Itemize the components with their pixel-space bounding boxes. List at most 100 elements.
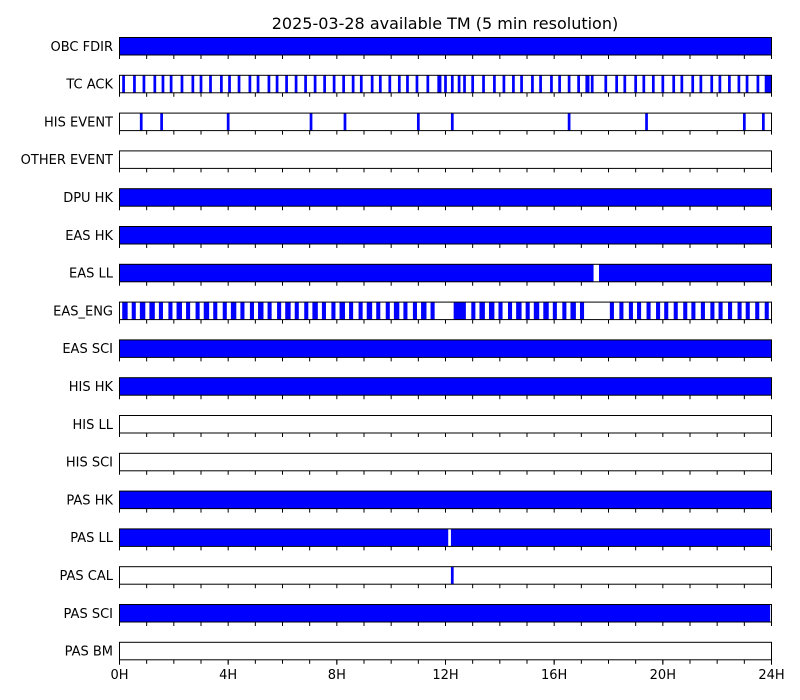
availability-segment [745, 75, 749, 93]
row-label: HIS LL [73, 418, 114, 433]
availability-segment [552, 302, 557, 320]
availability-segment [119, 226, 772, 244]
availability-segment [275, 75, 279, 93]
row-frame [119, 641, 772, 661]
timeline-row: HIS HK [69, 377, 772, 400]
availability-segment [349, 302, 354, 320]
availability-segment [507, 302, 513, 320]
availability-segment [304, 75, 307, 93]
availability-segment [488, 302, 495, 320]
row-frame [119, 112, 772, 132]
availability-segment [646, 302, 651, 320]
availability-segment [119, 604, 771, 622]
availability-segment [718, 302, 723, 320]
timeline-row: OBC FDIR [51, 37, 772, 59]
availability-segment [119, 339, 772, 358]
availability-segment [122, 75, 125, 93]
availability-segment [342, 75, 345, 93]
timeline-row: OTHER EVENT [21, 150, 772, 173]
timeline-row: PAS CAL [60, 566, 772, 589]
availability-segment [388, 75, 392, 93]
availability-segment [131, 302, 136, 320]
availability-segment [450, 528, 771, 547]
availability-segment [755, 302, 760, 320]
timeline-row: HIS SCI [66, 452, 772, 475]
availability-segment [426, 75, 430, 93]
availability-segment [585, 75, 590, 93]
availability-segment [577, 75, 580, 93]
availability-segment [728, 302, 733, 320]
availability-segment [230, 302, 237, 320]
availability-segment [222, 302, 227, 320]
row-label: HIS SCI [66, 456, 113, 471]
availability-segment [119, 377, 772, 396]
x-tick-label: 12H [432, 668, 458, 683]
availability-segment [359, 75, 363, 93]
row-label: OTHER EVENT [21, 153, 113, 168]
availability-segment [119, 528, 449, 547]
availability-segment [285, 302, 291, 320]
availability-segment [304, 302, 309, 320]
availability-segment [590, 75, 594, 93]
x-tick-label: 24H [758, 668, 784, 683]
availability-segment [133, 75, 136, 93]
row-label: HIS EVENT [44, 115, 113, 130]
availability-segment [277, 302, 282, 320]
availability-segment [764, 75, 772, 93]
availability-segment [742, 113, 746, 131]
availability-segment [570, 302, 576, 320]
availability-segment [737, 302, 742, 320]
availability-segment [226, 113, 230, 131]
availability-segment [378, 75, 382, 93]
timeline-row: EAS_ENG [53, 301, 772, 324]
row-label: EAS LL [69, 267, 114, 282]
availability-segment [683, 302, 688, 320]
row-label: HIS HK [69, 380, 114, 395]
availability-segment [471, 302, 476, 320]
availability-segment [463, 75, 466, 93]
availability-segment [169, 75, 173, 93]
timeline-row: EAS HK [65, 226, 772, 248]
availability-segment [249, 302, 254, 320]
availability-segment [294, 302, 299, 320]
availability-segment [637, 302, 642, 320]
availability-segment [403, 302, 408, 320]
availability-segment [562, 302, 567, 320]
availability-segment [119, 491, 772, 509]
availability-segment [139, 302, 146, 320]
availability-segment [415, 75, 419, 93]
availability-segment [191, 75, 195, 93]
availability-segment [267, 302, 272, 320]
availability-segment [764, 302, 769, 320]
availability-segment [567, 113, 571, 131]
timeline-row: DPU HK [63, 188, 772, 211]
availability-segment [168, 302, 173, 320]
availability-segment [700, 302, 705, 320]
row-label: PAS CAL [60, 569, 114, 584]
availability-segment [604, 75, 608, 93]
x-tick-label: 8H [328, 668, 346, 683]
timeline-rows: OBC FDIR TC ACK HIS EVENT OTHER EVENT DPU HK… [21, 37, 772, 664]
availability-segment [728, 75, 731, 93]
availability-segment [149, 302, 155, 320]
availability-segment [710, 75, 714, 93]
availability-segment [737, 75, 741, 93]
availability-segment [393, 302, 400, 320]
availability-segment [543, 302, 549, 320]
availability-segment [376, 302, 381, 320]
availability-segment [237, 75, 241, 93]
availability-segment [457, 75, 461, 93]
availability-segment [142, 75, 146, 93]
availability-segment [691, 302, 696, 320]
availability-segment [512, 75, 515, 93]
availability-segment [199, 75, 203, 93]
availability-segment [661, 75, 665, 93]
availability-segment [397, 75, 401, 93]
availability-segment [539, 75, 542, 93]
availability-segment [718, 75, 722, 93]
availability-segment [176, 302, 182, 320]
availability-segment [651, 75, 655, 93]
availability-segment [258, 302, 264, 320]
availability-segment [619, 302, 624, 320]
row-label: EAS SCI [62, 342, 113, 357]
